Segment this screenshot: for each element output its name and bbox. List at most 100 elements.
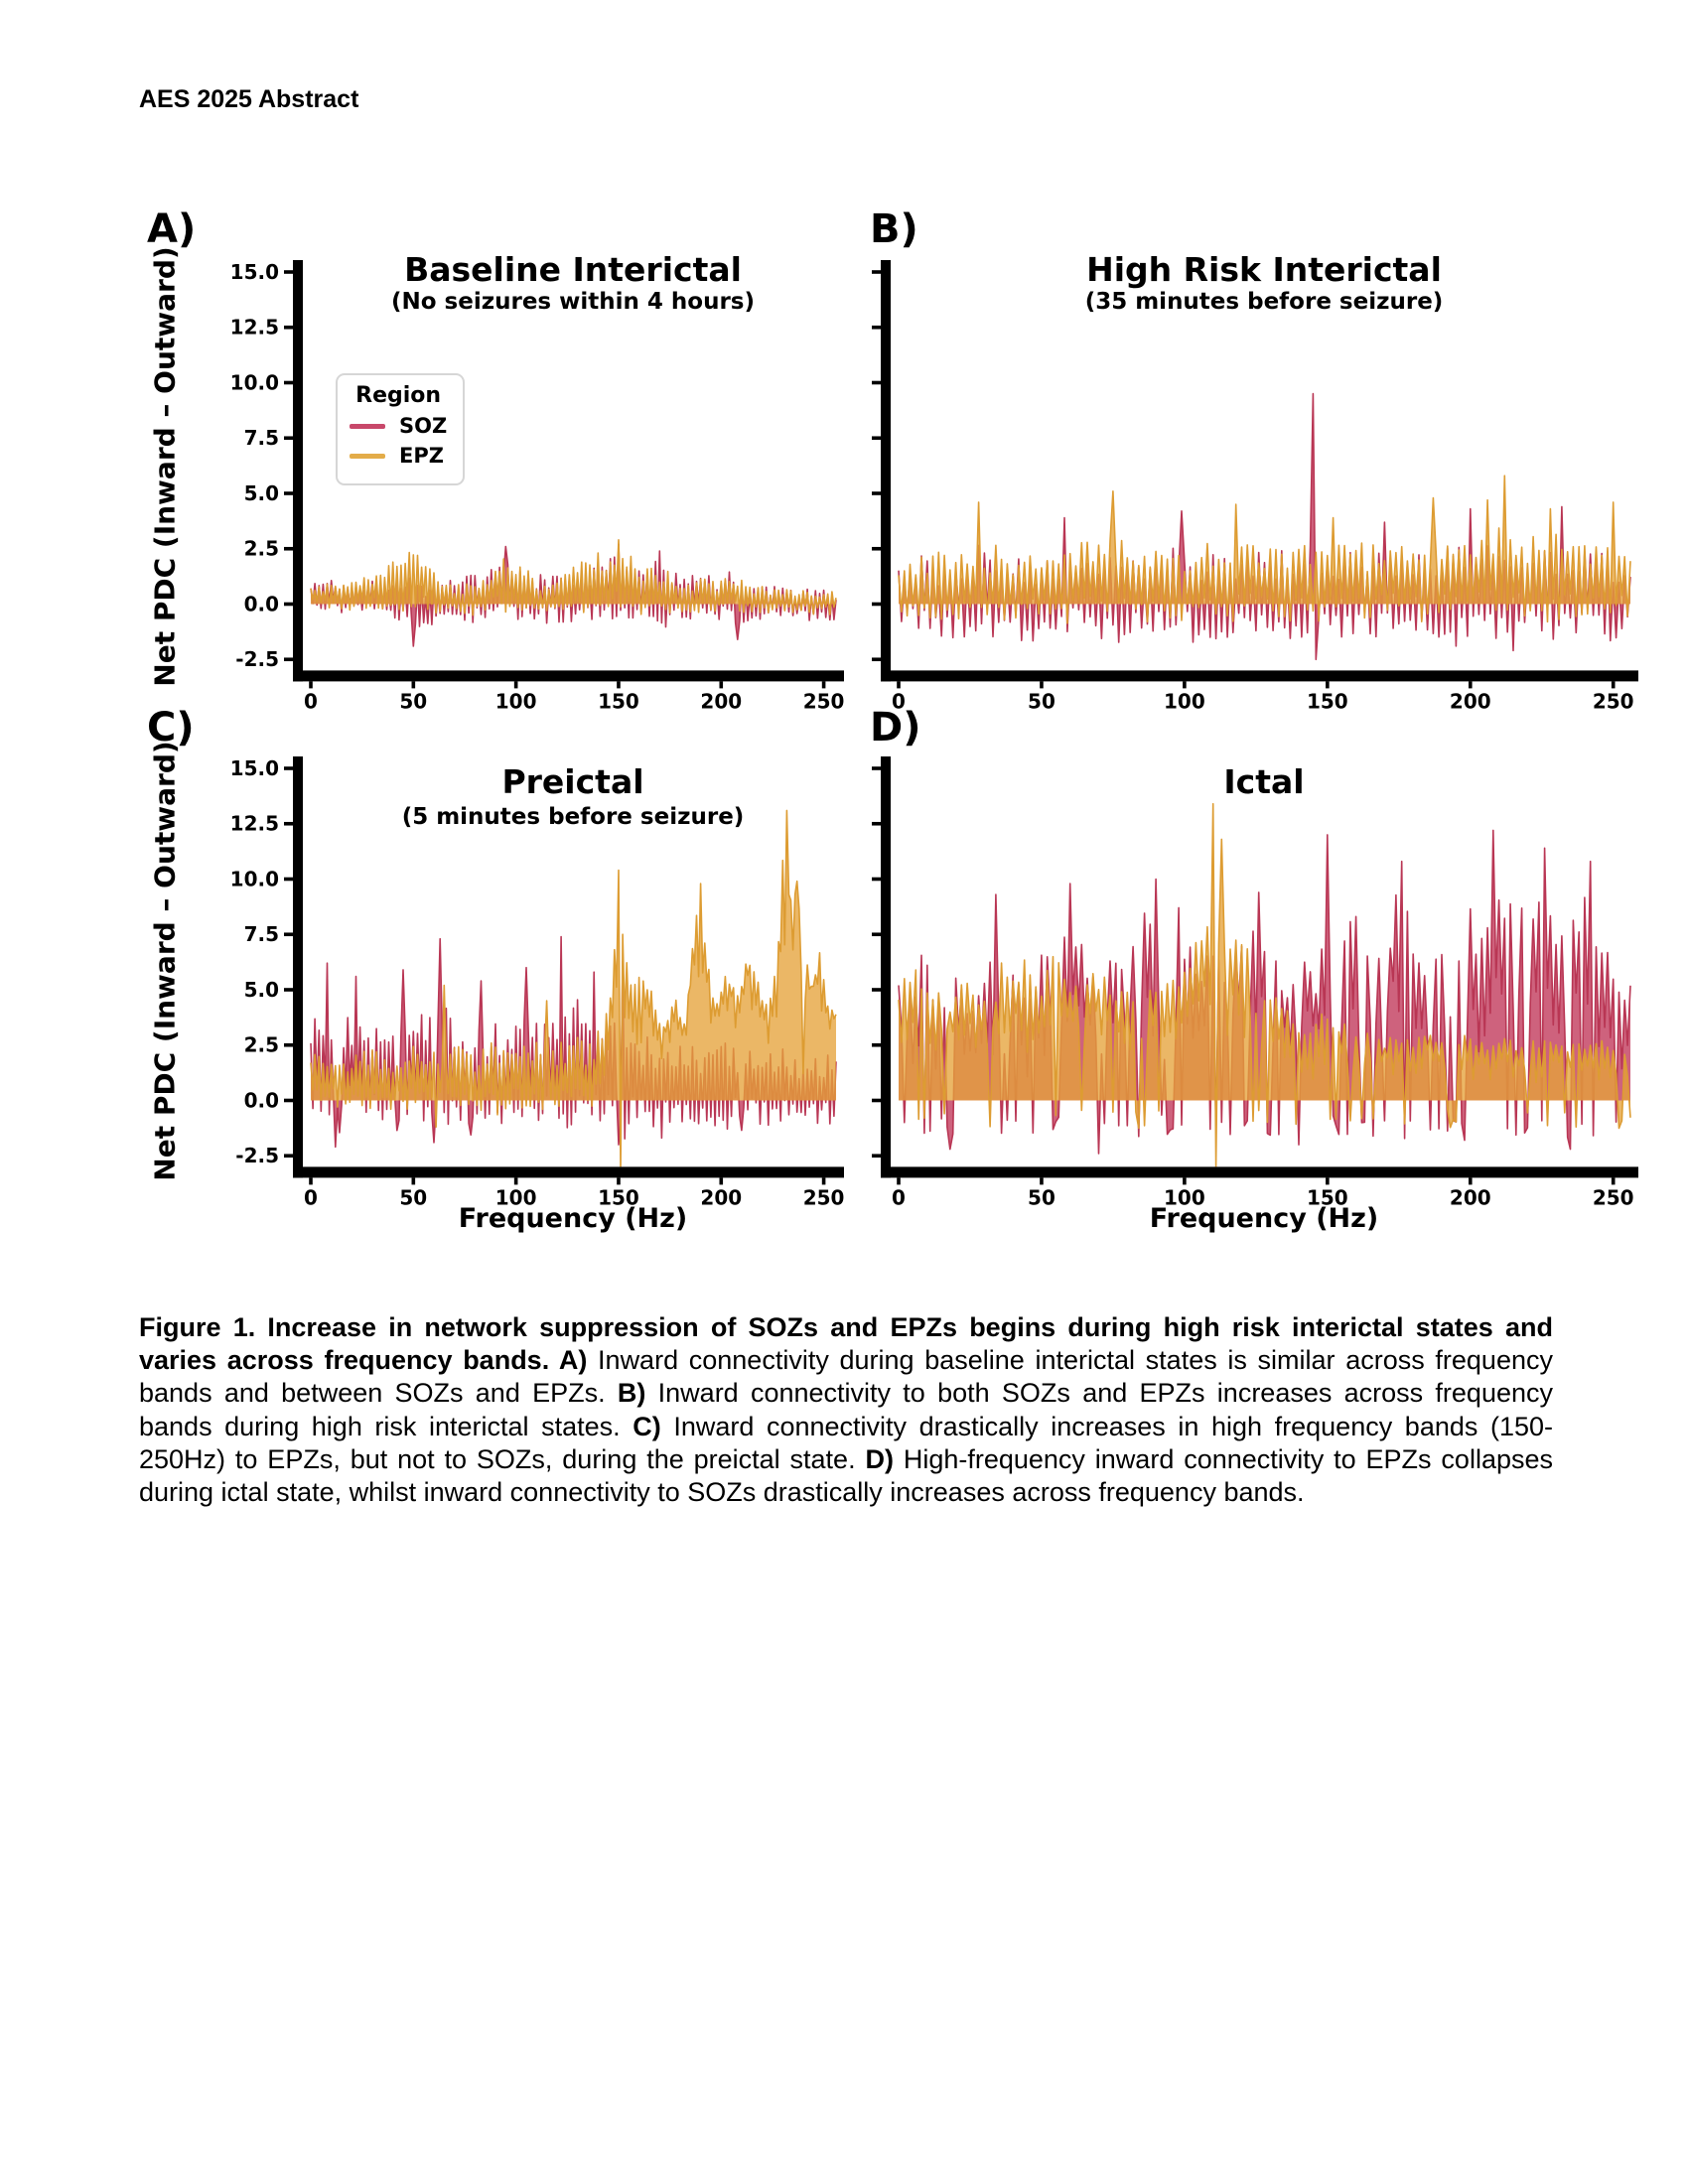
x-tick-mark	[513, 1177, 518, 1185]
y-tick-label: -2.5	[235, 647, 279, 671]
y-tick-label: 15.0	[230, 756, 279, 780]
y-axis-spine	[881, 755, 892, 1178]
series-group	[898, 802, 1631, 1167]
x-tick-label: 0	[304, 1185, 318, 1209]
x-tick-label: 100	[495, 689, 537, 713]
y-tick-label: 15.0	[230, 260, 279, 284]
panel-b-plot: 0 50 100 150 200 250	[872, 259, 1638, 713]
y-tick-label: 0.0	[244, 1088, 279, 1112]
y-tick-mark	[872, 380, 882, 385]
series-group	[310, 538, 837, 647]
x-tick-mark	[1611, 681, 1616, 689]
caption-segment: D)	[865, 1443, 894, 1474]
y-tick-mark	[284, 932, 294, 937]
legend-label-soz: SOZ	[399, 414, 448, 438]
x-tick-mark	[1326, 681, 1330, 689]
panel-a-ylabel: Net PDC (Inward – Outward)	[148, 246, 182, 687]
y-tick-label: 5.0	[244, 978, 279, 1002]
x-tick-label: 250	[1593, 1185, 1634, 1209]
y-tick-mark	[284, 546, 294, 551]
y-tick-mark	[284, 821, 294, 826]
panel-c-subtitle: (5 minutes before seizure)	[401, 804, 745, 830]
x-tick-mark	[309, 1177, 313, 1185]
x-tick-label: 100	[495, 1185, 537, 1209]
x-tick-label: 150	[598, 689, 639, 713]
y-tick-mark	[872, 657, 882, 662]
x-tick-mark	[1468, 1177, 1473, 1185]
panel-d-plot: 0 50 100 150 200 250	[872, 755, 1638, 1209]
caption-segment: High-frequency inward connectivity to EP…	[139, 1443, 1553, 1508]
y-tick-label: 2.5	[244, 537, 279, 561]
x-tick-label: 250	[1593, 689, 1634, 713]
y-tick-mark	[872, 932, 882, 937]
panel-c-xlabel: Frequency (Hz)	[458, 1203, 688, 1234]
y-tick-mark	[872, 766, 882, 770]
x-tick-mark	[897, 1177, 901, 1185]
epz-line	[898, 802, 1631, 1167]
soz-area	[899, 393, 1630, 660]
x-tick-mark	[1040, 681, 1044, 689]
panel-c-title: Preictal	[501, 762, 644, 801]
x-tick-label: 250	[803, 1185, 845, 1209]
x-tick-label: 150	[1307, 689, 1348, 713]
x-tick-label: 200	[1450, 1185, 1491, 1209]
epz-line-swatch	[350, 453, 385, 459]
y-tick-mark	[284, 491, 294, 495]
y-tick-label: 7.5	[244, 426, 279, 450]
x-tick-mark	[821, 681, 826, 689]
x-tick-label: 50	[399, 1185, 427, 1209]
x-tick-label: 0	[892, 689, 906, 713]
epz-line	[898, 475, 1631, 624]
x-tick-label: 0	[892, 1185, 906, 1209]
soz-line-swatch	[350, 423, 385, 429]
y-tick-mark	[872, 1042, 882, 1047]
x-tick-label: 200	[700, 689, 742, 713]
x-tick-mark	[1183, 1177, 1187, 1185]
x-tick-mark	[309, 681, 313, 689]
caption-segment: B)	[617, 1378, 646, 1409]
x-tick-mark	[1326, 1177, 1330, 1185]
y-tick-mark	[872, 1098, 882, 1103]
epz-area	[899, 476, 1630, 623]
panel-c-letter: C)	[147, 705, 195, 751]
x-tick-label: 150	[1307, 1185, 1348, 1209]
x-tick-mark	[821, 1177, 826, 1185]
y-tick-label: 0.0	[244, 592, 279, 615]
x-axis-spine	[881, 670, 1638, 682]
caption-segment: A)	[558, 1345, 588, 1376]
y-tick-mark	[872, 821, 882, 826]
epz-area	[311, 810, 836, 1167]
y-tick-label: 10.0	[230, 370, 279, 394]
x-tick-mark	[617, 681, 621, 689]
page-title: AES 2025 Abstract	[139, 85, 359, 113]
y-tick-label: 7.5	[244, 922, 279, 946]
panel-b-title: High Risk Interictal	[1086, 250, 1442, 289]
legend-item-epz: EPZ	[350, 444, 447, 468]
y-tick-mark	[284, 270, 294, 274]
panel-d-xlabel: Frequency (Hz)	[1149, 1203, 1379, 1234]
y-tick-label: 12.5	[230, 812, 279, 836]
x-tick-label: 50	[1028, 689, 1055, 713]
panel-c-ylabel: Net PDC (Inward – Outward)	[148, 741, 182, 1181]
legend: Region SOZ EPZ	[336, 373, 466, 485]
legend-title: Region	[355, 383, 442, 408]
y-tick-mark	[284, 602, 294, 607]
x-tick-label: 50	[1028, 1185, 1055, 1209]
y-tick-mark	[284, 1042, 294, 1047]
x-tick-mark	[1611, 1177, 1616, 1185]
y-tick-mark	[284, 1154, 294, 1159]
epz-line	[310, 809, 837, 1167]
panel-b-letter: B)	[870, 206, 918, 252]
caption-segment: Inward connectivity during baseline inte…	[139, 1345, 1553, 1409]
legend-item-soz: SOZ	[350, 414, 447, 438]
x-tick-label: 100	[1164, 689, 1205, 713]
series-group	[898, 392, 1631, 661]
x-tick-label: 0	[304, 689, 318, 713]
y-tick-mark	[284, 877, 294, 882]
caption-segment: C)	[633, 1411, 661, 1441]
x-tick-mark	[719, 681, 724, 689]
x-tick-label: 150	[598, 1185, 639, 1209]
panel-d-title: Ictal	[1223, 762, 1305, 801]
y-axis-spine	[293, 259, 304, 682]
